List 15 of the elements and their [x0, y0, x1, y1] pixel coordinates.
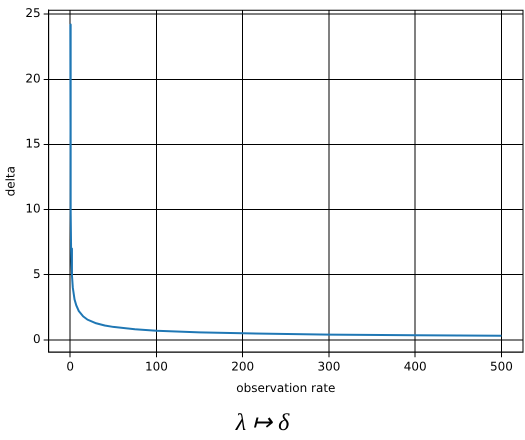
y-tick-label: 10: [25, 202, 41, 216]
y-tick-label: 25: [25, 6, 41, 20]
y-tick-label: 5: [33, 266, 41, 281]
x-axis-title: observation rate: [236, 380, 336, 395]
text: λ ↦ δ: [234, 409, 290, 437]
y-tick-label: 15: [25, 136, 41, 151]
x-tick-label: 300: [318, 360, 340, 374]
x-tick-label: 100: [145, 360, 168, 374]
x-tick-label: 0: [66, 360, 74, 374]
y-tick-label: 0: [33, 332, 41, 346]
y-tick-label: 20: [25, 71, 41, 86]
y-axis-title: delta: [3, 166, 18, 196]
x-tick-label: 400: [404, 360, 427, 374]
x-tick-label: 200: [231, 360, 254, 374]
x-tick-label: 500: [490, 360, 513, 374]
